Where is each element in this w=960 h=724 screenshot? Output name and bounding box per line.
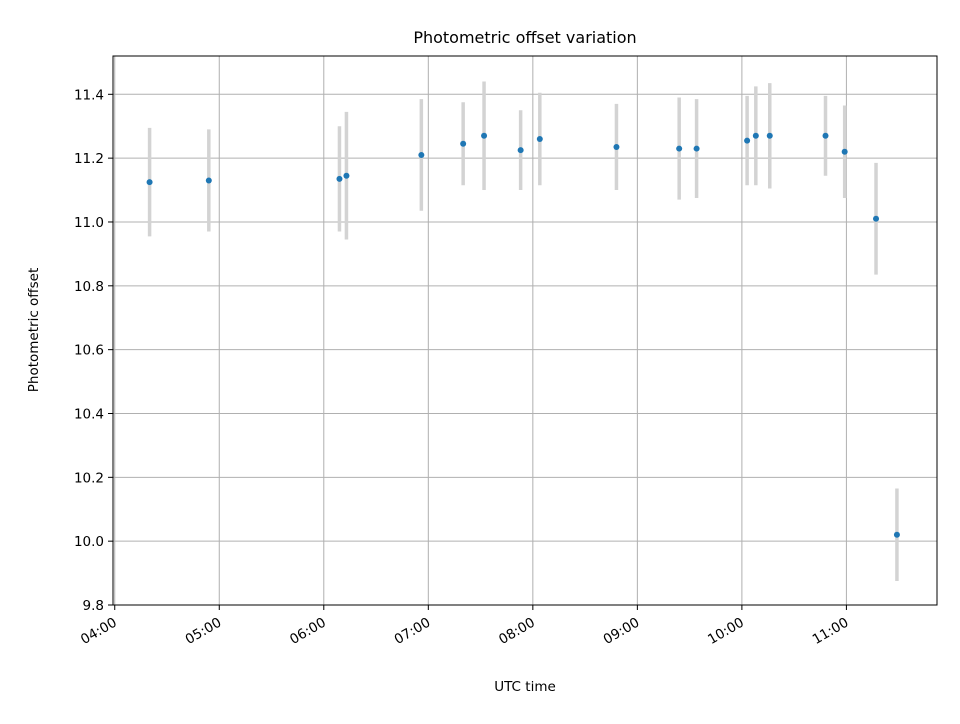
- y-tick-label: 9.8: [83, 598, 104, 614]
- x-axis-label: UTC time: [494, 679, 556, 695]
- grid-layer: [113, 56, 937, 606]
- point-layer: [146, 132, 900, 538]
- y-tick-label: 10.0: [74, 534, 104, 550]
- data-point: [343, 172, 350, 179]
- data-point: [613, 143, 620, 150]
- y-tick-label: 10.4: [74, 406, 104, 422]
- y-axis-ticks: 9.8 10.0 10.2 10.4 10.6 10.8 11.0 11.2 11.4: [74, 87, 113, 614]
- y-axis-label: Photometric offset: [26, 268, 42, 392]
- data-point: [460, 140, 467, 147]
- y-tick-label: 10.6: [74, 343, 104, 359]
- data-point: [873, 215, 880, 222]
- y-tick-label: 10.8: [74, 279, 104, 295]
- y-tick-label: 11.2: [74, 151, 104, 167]
- data-point: [418, 151, 425, 158]
- data-point: [336, 175, 343, 182]
- data-point: [205, 177, 212, 184]
- data-point: [481, 132, 488, 139]
- data-point: [841, 148, 848, 155]
- data-point: [766, 132, 773, 139]
- data-point: [744, 137, 751, 144]
- data-point: [517, 147, 524, 154]
- chart-title: Photometric offset variation: [413, 28, 636, 47]
- y-tick-label: 11.0: [74, 215, 104, 231]
- data-point: [822, 132, 829, 139]
- data-point: [146, 179, 153, 186]
- data-point: [893, 531, 900, 538]
- data-point: [676, 145, 683, 152]
- data-point: [752, 132, 759, 139]
- y-tick-label: 11.4: [74, 87, 104, 103]
- plot-frame: [112, 55, 938, 606]
- data-point: [693, 145, 700, 152]
- y-tick-label: 10.2: [74, 470, 104, 486]
- data-point: [536, 135, 543, 142]
